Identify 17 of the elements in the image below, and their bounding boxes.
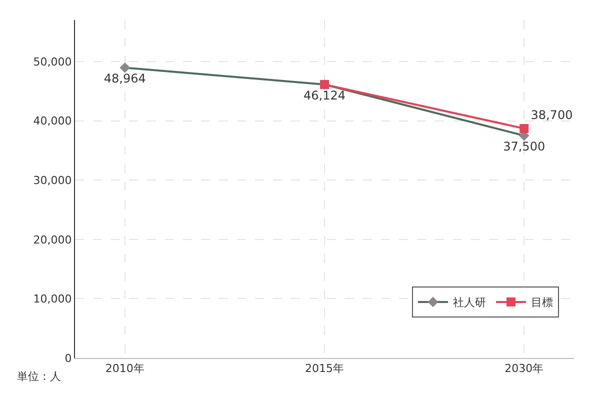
- data-label: 37,500: [503, 140, 546, 154]
- point: [520, 124, 529, 134]
- y-tick-label: 10,000: [33, 292, 72, 306]
- y-tick-label: 50,000: [33, 55, 72, 68]
- x-tick-label: 2030年: [504, 362, 544, 376]
- data-label: 46,124: [304, 88, 346, 102]
- y-tick-label: 0: [64, 352, 72, 365]
- data-label: 48,964: [104, 72, 146, 86]
- y-tick-label: 20,000: [33, 233, 72, 246]
- legend-label: 目標: [531, 296, 554, 310]
- y-tick-label: 30,000: [33, 174, 72, 187]
- y-tick-label: 40,000: [33, 114, 72, 128]
- data-label: 38,700: [530, 108, 573, 122]
- x-tick-label: 2015年: [305, 362, 344, 376]
- x-tick-label: 2010年: [105, 362, 144, 376]
- legend-label: 社人研: [453, 296, 486, 310]
- text: 単位：人: [17, 370, 61, 383]
